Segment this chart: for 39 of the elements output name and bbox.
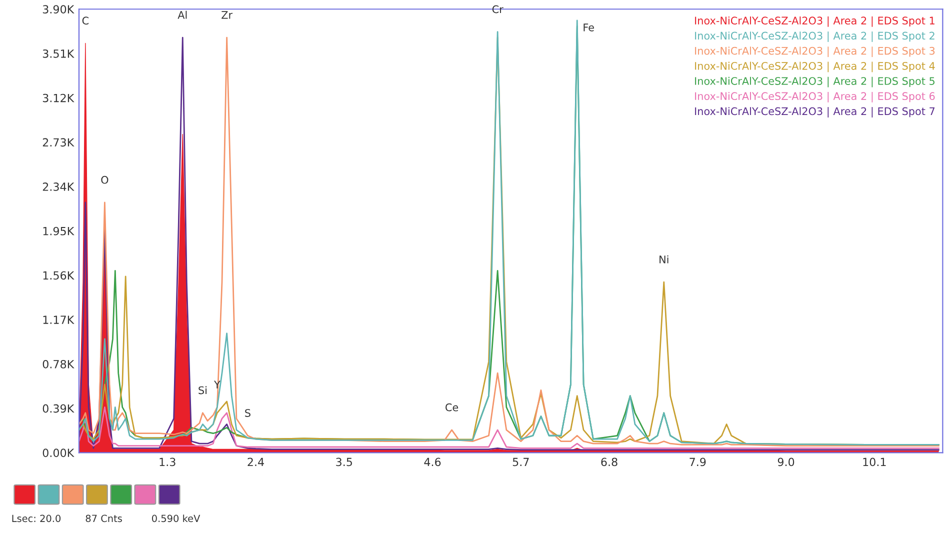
x-tick-label: 6.8	[601, 458, 618, 466]
y-tick-label: 2.34K	[42, 182, 74, 191]
annotation: Fe	[584, 24, 594, 32]
x-tick-label: 5.7	[512, 458, 529, 466]
annotation: S	[245, 409, 250, 417]
y-tick-label: 0.78K	[42, 360, 74, 368]
x-tick-label: 3.5	[336, 458, 352, 466]
y-tick-label: 0.00K	[42, 448, 74, 458]
text: Inox-NiCrAlY-CeSZ-Al2O3 | Area 2 | EDS Spot 4	[695, 62, 935, 72]
annotation: Al	[178, 10, 187, 19]
y-tick-label: 3.12K	[42, 94, 74, 102]
text: 0.590 keV	[152, 514, 200, 522]
text: Inox-NiCrAlY-CeSZ-Al2O3 | Area 2 | EDS Spot 1	[695, 16, 934, 27]
annotation: O	[101, 176, 108, 184]
text: 87 Cnts	[86, 514, 122, 522]
x-tick-label: 1.3	[160, 458, 176, 466]
y-tick-label: 3.51K	[42, 49, 74, 58]
y-tick-label: 2.73K	[42, 138, 74, 147]
x-tick-label: 10.1	[863, 458, 886, 466]
y-tick-label: 0.39K	[42, 404, 74, 413]
annotation: C	[82, 16, 88, 25]
x-tick-label: 9.0	[778, 458, 794, 466]
x-tick-label: 2.4	[248, 458, 264, 466]
y-tick-label: 1.95K	[43, 226, 74, 236]
text: Inox-NiCrAlY-CeSZ-Al2O3 | Area 2 | EDS Spot 6	[695, 92, 935, 102]
text: Inox-NiCrAlY-CeSZ-Al2O3 | Area 2 | EDS Spot 3	[695, 46, 935, 58]
annotation: Ni	[660, 255, 668, 264]
y-tick-label: 3.90K	[42, 5, 74, 14]
annotation: Zr	[222, 11, 233, 19]
x-tick-label: 4.6	[424, 458, 441, 466]
y-tick-label: 1.56K	[43, 271, 74, 280]
text: Inox-NiCrAlY-CeSZ-Al2O3 | Area 2 | EDS Spot 5	[695, 76, 934, 88]
x-tick-label: 7.9	[690, 458, 706, 466]
annotation: Ce	[446, 403, 458, 412]
text: Inox-NiCrAlY-CeSZ-Al2O3 | Area 2 | EDS Spot 7	[695, 107, 935, 118]
y-tick-label: 1.17K	[43, 316, 74, 324]
text: Lsec: 20.0	[12, 514, 61, 522]
annotation: Si	[198, 386, 206, 394]
text: Inox-NiCrAlY-CeSZ-Al2O3 | Area 2 | EDS Spot 2	[695, 32, 934, 42]
